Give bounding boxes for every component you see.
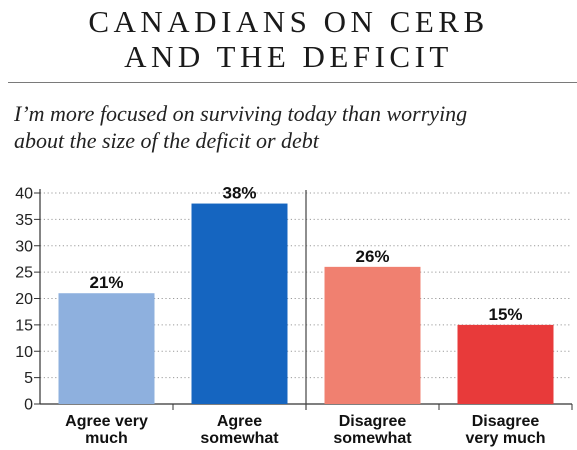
chart-subtitle: I’m more focused on surviving today than… xyxy=(14,101,468,153)
y-tick-label: 0 xyxy=(24,397,33,414)
y-tick-label: 35 xyxy=(15,212,33,229)
y-tick-label: 5 xyxy=(24,370,33,387)
y-tick-label: 15 xyxy=(15,317,33,334)
chart-title-line-2: AND THE DEFICIT xyxy=(124,39,453,74)
bar xyxy=(457,324,554,404)
y-tick-label: 30 xyxy=(15,238,33,255)
x-category-label: Agree very xyxy=(65,413,148,430)
bar xyxy=(58,293,155,404)
data-label: 21% xyxy=(89,273,123,292)
bar xyxy=(191,203,288,404)
x-category-label: very much xyxy=(465,430,545,447)
x-category-label: Agree xyxy=(217,413,262,430)
y-tick-label: 40 xyxy=(15,186,33,203)
data-label: 38% xyxy=(222,184,256,203)
y-tick-label: 20 xyxy=(15,291,33,308)
title-divider xyxy=(8,82,577,83)
y-tick-label: 10 xyxy=(15,344,33,361)
x-category-label: much xyxy=(85,430,128,447)
x-category-label: somewhat xyxy=(333,430,412,447)
chart-title-line-1: CANADIANS ON CERB xyxy=(88,4,489,39)
data-label: 26% xyxy=(355,247,389,266)
data-label: 15% xyxy=(488,305,522,324)
x-category-label: somewhat xyxy=(200,430,279,447)
x-category-label: Disagree xyxy=(339,413,407,430)
y-tick-label: 25 xyxy=(15,265,33,282)
bar xyxy=(324,266,421,404)
x-category-label: Disagree xyxy=(472,413,540,430)
